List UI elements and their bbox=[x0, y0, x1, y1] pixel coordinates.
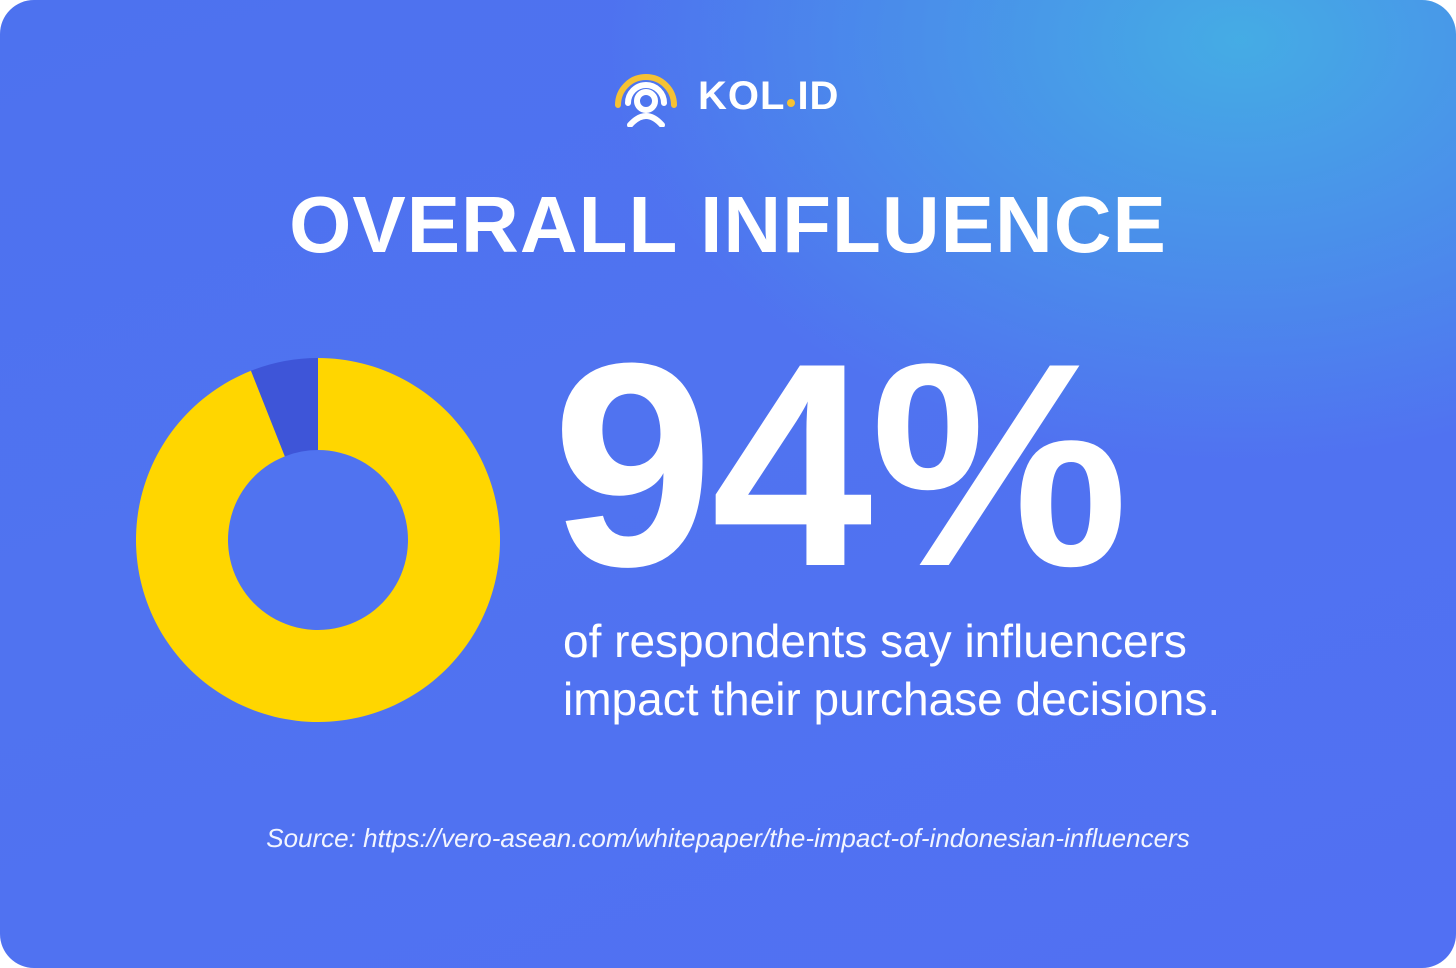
donut-chart bbox=[136, 358, 501, 722]
brand-logo: KOL ID bbox=[612, 64, 839, 128]
brand-name-part1: KOL bbox=[698, 74, 786, 118]
brand-name: KOL ID bbox=[698, 76, 839, 116]
person-broadcast-icon bbox=[615, 74, 677, 127]
headline-percentage: 94% bbox=[552, 303, 1128, 627]
chart-title: OVERALL INFLUENCE bbox=[289, 180, 1167, 269]
caption-line-2: impact their purchase decisions. bbox=[563, 673, 1221, 725]
brand-name-part2: ID bbox=[797, 74, 840, 118]
caption: of respondents say influencers impact th… bbox=[563, 612, 1423, 728]
donut-slice-influenced bbox=[136, 358, 501, 722]
source-citation: Source: https://vero-asean.com/whitepape… bbox=[266, 823, 1190, 853]
caption-line-1: of respondents say influencers bbox=[563, 615, 1187, 667]
donut-slice-not-influenced bbox=[251, 358, 318, 457]
brand-dot bbox=[787, 99, 796, 107]
